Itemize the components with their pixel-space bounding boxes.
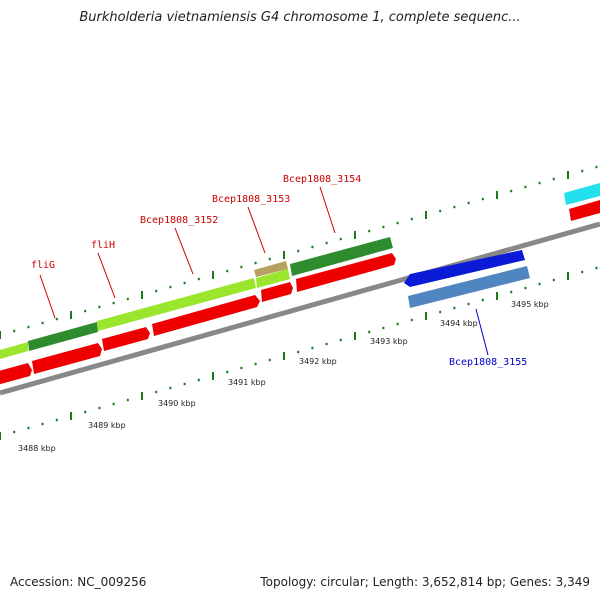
gene-label-bcep3155[interactable]: Bcep1808_3155 — [449, 357, 527, 368]
red-gene[interactable] — [102, 327, 150, 351]
blue-gene[interactable] — [404, 250, 525, 287]
tick-label: 3491 kbp — [228, 378, 266, 387]
red-gene[interactable] — [261, 282, 293, 302]
gene-label-fliH[interactable]: fliH — [91, 240, 115, 251]
cyan-gene[interactable] — [564, 183, 600, 205]
gene-label-bcep3152[interactable]: Bcep1808_3152 — [140, 215, 218, 226]
gene-labels: fliG fliH Bcep1808_3152 Bcep1808_3153 Bc… — [31, 174, 527, 368]
label-leaders — [39, 186, 489, 356]
chromosome-backbone — [0, 221, 600, 396]
tick-label: 3493 kbp — [370, 337, 408, 346]
lower-tick-track — [0, 266, 598, 440]
tick-label: 3488 kbp — [18, 444, 56, 453]
gene-label-bcep3154[interactable]: Bcep1808_3154 — [283, 174, 361, 185]
topology-text: Topology: circular; Length: 3,652,814 bp… — [260, 575, 590, 589]
light-green-gene[interactable] — [256, 269, 290, 288]
reverse-gene-strand — [404, 250, 530, 308]
red-gene-strand — [0, 200, 600, 385]
tick-label: 3492 kbp — [299, 357, 337, 366]
red-gene[interactable] — [0, 363, 32, 385]
green-gene-strand — [0, 183, 600, 359]
dark-green-gene[interactable] — [28, 322, 98, 351]
light-green-gene[interactable] — [97, 278, 256, 331]
dark-green-gene[interactable] — [290, 237, 393, 276]
tick-labels: 3488 kbp 3489 kbp 3490 kbp 3491 kbp 3492… — [18, 300, 549, 453]
tick-label: 3490 kbp — [158, 399, 196, 408]
tick-label: 3494 kbp — [440, 319, 478, 328]
red-gene[interactable] — [32, 343, 102, 374]
accession-text: Accession: NC_009256 — [10, 575, 147, 589]
upper-tick-track — [0, 165, 598, 339]
gene-label-bcep3153[interactable]: Bcep1808_3153 — [212, 194, 290, 205]
red-gene[interactable] — [152, 295, 260, 336]
tick-label: 3495 kbp — [511, 300, 549, 309]
light-green-gene[interactable] — [0, 342, 28, 359]
map-title: Burkholderia vietnamiensis G4 chromosome… — [79, 10, 521, 25]
tick-label: 3489 kbp — [88, 421, 126, 430]
red-gene[interactable] — [569, 200, 600, 221]
gene-label-fliG[interactable]: fliG — [31, 260, 55, 271]
tan-gene[interactable] — [254, 261, 288, 277]
steel-blue-gene[interactable] — [408, 266, 530, 308]
red-gene[interactable] — [296, 253, 396, 292]
